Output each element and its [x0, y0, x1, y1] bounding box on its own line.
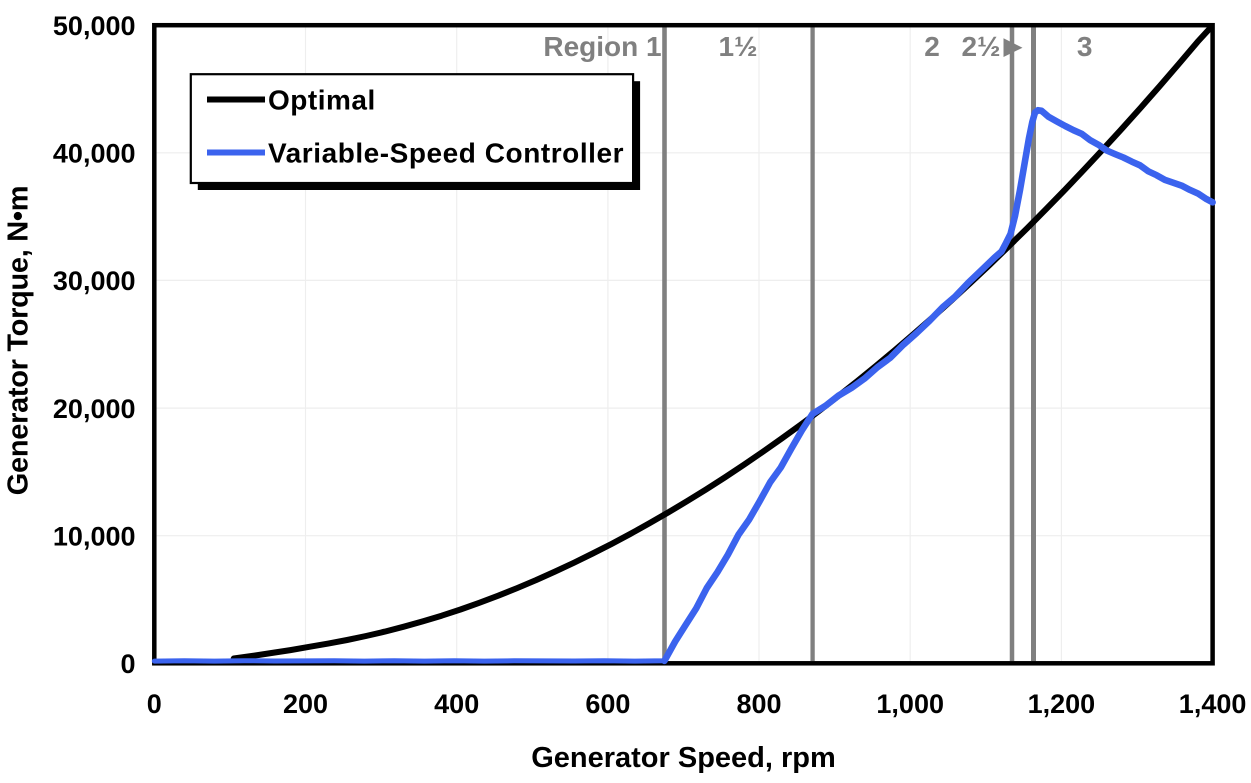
- svg-text:Optimal: Optimal: [268, 85, 376, 116]
- svg-text:200: 200: [283, 689, 328, 719]
- svg-text:Generator Torque, N•m: Generator Torque, N•m: [3, 186, 35, 495]
- svg-text:0: 0: [147, 689, 162, 719]
- svg-text:400: 400: [434, 689, 479, 719]
- svg-text:1,400: 1,400: [1179, 689, 1247, 719]
- svg-text:2½: 2½: [962, 31, 1001, 62]
- svg-text:20,000: 20,000: [53, 394, 136, 424]
- svg-text:Region 1: Region 1: [543, 31, 661, 62]
- svg-text:1,200: 1,200: [1028, 689, 1096, 719]
- svg-text:0: 0: [120, 649, 135, 679]
- svg-text:10,000: 10,000: [53, 522, 136, 552]
- svg-text:2: 2: [924, 31, 940, 62]
- svg-text:1½: 1½: [719, 31, 758, 62]
- svg-text:3: 3: [1077, 31, 1093, 62]
- svg-text:Generator Speed, rpm: Generator Speed, rpm: [531, 742, 836, 774]
- svg-text:800: 800: [736, 689, 781, 719]
- svg-text:30,000: 30,000: [53, 266, 136, 296]
- svg-text:50,000: 50,000: [53, 11, 136, 41]
- svg-text:40,000: 40,000: [53, 139, 136, 169]
- svg-text:600: 600: [585, 689, 630, 719]
- svg-text:1,000: 1,000: [876, 689, 944, 719]
- svg-text:Variable-Speed Controller: Variable-Speed Controller: [268, 138, 624, 169]
